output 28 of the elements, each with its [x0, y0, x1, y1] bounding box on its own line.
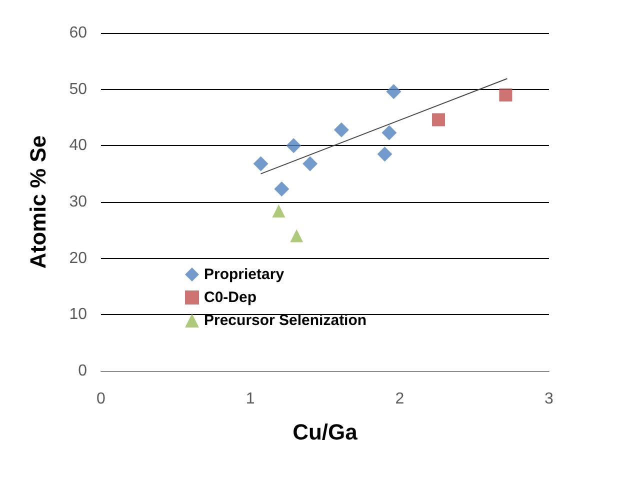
point [272, 204, 286, 218]
y-tick-label: 60 [69, 24, 88, 42]
point [499, 88, 512, 102]
point [432, 113, 445, 126]
point [290, 229, 304, 242]
point [334, 122, 349, 138]
y-tick-label: 30 [69, 194, 88, 210]
x-tick-label: 2 [395, 390, 404, 408]
y-tick-label: 0 [78, 362, 88, 380]
point [386, 84, 402, 100]
x-tick-label: 3 [544, 390, 554, 408]
y-tick-label: 10 [69, 306, 88, 324]
y-axis-title: Atomic % Se [26, 135, 50, 269]
legend-label: Proprietary [204, 266, 285, 283]
x-tick-label: 0 [96, 390, 106, 408]
legend-label: C0-Dep [204, 289, 257, 306]
y-tick-label: 50 [69, 80, 88, 98]
point [302, 156, 318, 172]
y-tick-label: 40 [69, 137, 88, 154]
point [274, 182, 290, 197]
y-tick-label: 20 [69, 250, 88, 267]
point [253, 156, 268, 172]
x-tick-label: 1 [246, 390, 255, 408]
legend-label: Precursor Selenization [204, 312, 367, 329]
point [286, 138, 302, 154]
point [377, 146, 392, 162]
x-axis-title: Cu/Ga [292, 420, 358, 444]
point [382, 125, 397, 140]
